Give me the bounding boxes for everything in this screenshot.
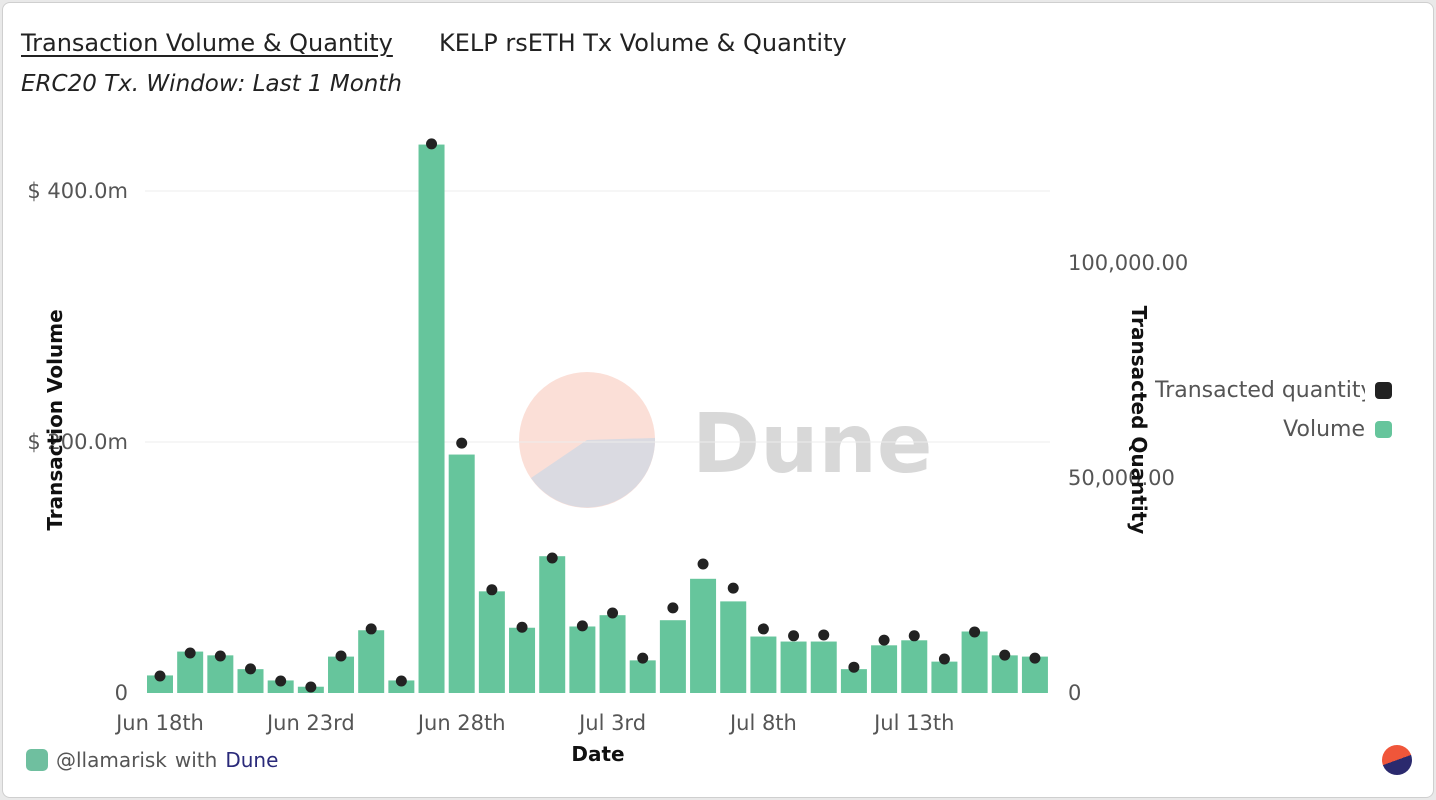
quantity-point[interactable] — [516, 621, 528, 633]
volume-bar[interactable] — [991, 655, 1018, 693]
quantity-point[interactable] — [214, 650, 226, 662]
volume-bar[interactable] — [810, 641, 837, 693]
y2-axis-label: Transacted Quantity — [1127, 306, 1151, 535]
legend-item-quantity[interactable]: Transacted quantity — [1155, 378, 1392, 403]
volume-bar[interactable] — [750, 636, 777, 693]
x-tick-label: Jul 13th — [872, 711, 954, 735]
x-axis-label: Date — [571, 742, 624, 766]
legend-item-volume[interactable]: Volume — [1283, 417, 1392, 442]
quantity-point[interactable] — [969, 626, 981, 638]
volume-bar[interactable] — [690, 578, 717, 693]
legend-swatch — [1375, 421, 1392, 438]
volume-bar[interactable] — [659, 620, 686, 693]
volume-bar[interactable] — [418, 144, 445, 693]
x-tick-label: Jun 18th — [114, 711, 204, 735]
volume-bar[interactable] — [388, 680, 415, 693]
y2-tick-label: 100,000.00 — [1068, 251, 1188, 275]
dune-logo-icon[interactable] — [1382, 745, 1412, 775]
y-tick-label: $ 400.0m — [27, 179, 128, 203]
quantity-point[interactable] — [245, 663, 257, 675]
y-tick-label: 0 — [115, 681, 128, 705]
quantity-point[interactable] — [999, 649, 1011, 661]
quantity-point[interactable] — [938, 653, 950, 665]
legend-swatch — [1375, 382, 1392, 399]
volume-bar[interactable] — [629, 660, 656, 693]
volume-bar[interactable] — [780, 641, 807, 693]
volume-bar[interactable] — [237, 669, 264, 693]
quantity-point[interactable] — [305, 681, 317, 693]
volume-bar[interactable] — [599, 615, 626, 693]
quantity-point[interactable] — [667, 602, 679, 614]
footer-attribution: @llamarisk with Dune — [26, 748, 278, 772]
y-axis-label: Transaction Volume — [43, 309, 67, 530]
x-tick-label: Jul 3rd — [577, 711, 646, 735]
volume-bar[interactable] — [539, 556, 566, 693]
x-tick-label: Jun 23rd — [265, 711, 355, 735]
volume-bar[interactable] — [931, 661, 958, 693]
y-tick-label: $ 200.0m — [27, 430, 128, 454]
volume-bar[interactable] — [720, 601, 747, 693]
footer-brand[interactable]: Dune — [225, 748, 279, 772]
legend-label: Transacted quantity — [1155, 378, 1365, 403]
legend-label: Volume — [1283, 417, 1365, 442]
volume-bar[interactable] — [448, 454, 475, 693]
chart-subtitle: KELP rsETH Tx Volume & Quantity — [439, 29, 847, 57]
x-tick-label: Jul 8th — [728, 711, 797, 735]
volume-bar[interactable] — [358, 630, 385, 693]
volume-bar[interactable] — [147, 675, 173, 693]
quantity-point[interactable] — [426, 138, 438, 150]
x-tick-label: Jun 28th — [416, 711, 506, 735]
quantity-point[interactable] — [546, 552, 558, 564]
quantity-point[interactable] — [275, 675, 287, 687]
quantity-point[interactable] — [818, 629, 830, 641]
volume-bar[interactable] — [267, 680, 294, 693]
quantity-point[interactable] — [335, 650, 347, 662]
volume-bar[interactable] — [478, 591, 505, 693]
quantity-point[interactable] — [395, 675, 407, 687]
quantity-point[interactable] — [486, 584, 498, 596]
quantity-point[interactable] — [607, 607, 619, 619]
quantity-point[interactable] — [154, 670, 166, 682]
volume-bar[interactable] — [840, 669, 867, 693]
footer-with: with — [174, 748, 218, 772]
quantity-point[interactable] — [576, 620, 588, 632]
quantity-point[interactable] — [878, 634, 890, 646]
volume-bar[interactable] — [901, 640, 928, 693]
avatar — [26, 749, 48, 771]
quantity-point[interactable] — [848, 661, 860, 673]
chart-title[interactable]: Transaction Volume & Quantity — [21, 29, 393, 57]
quantity-point[interactable] — [757, 623, 769, 635]
quantity-point[interactable] — [908, 630, 920, 642]
volume-bar[interactable] — [509, 627, 536, 693]
footer-user[interactable]: @llamarisk — [56, 748, 167, 772]
volume-bar[interactable] — [961, 631, 988, 693]
chart-description: ERC20 Tx. Window: Last 1 Month — [21, 71, 402, 97]
quantity-point[interactable] — [184, 647, 196, 659]
y2-tick-label: 50,000.00 — [1068, 466, 1175, 490]
volume-bar[interactable] — [207, 655, 234, 693]
volume-bar[interactable] — [871, 645, 898, 693]
quantity-point[interactable] — [788, 630, 800, 642]
watermark-text: Dune — [692, 397, 932, 492]
quantity-point[interactable] — [697, 558, 709, 570]
dune-watermark: Dune — [519, 372, 932, 508]
volume-bar[interactable] — [328, 656, 355, 693]
volume-bar[interactable] — [569, 626, 596, 693]
quantity-point[interactable] — [456, 437, 468, 449]
quantity-point[interactable] — [637, 652, 649, 664]
quantity-point[interactable] — [1029, 652, 1041, 664]
quantity-point[interactable] — [365, 623, 377, 635]
y2-tick-label: 0 — [1068, 681, 1081, 705]
quantity-point[interactable] — [727, 582, 739, 594]
